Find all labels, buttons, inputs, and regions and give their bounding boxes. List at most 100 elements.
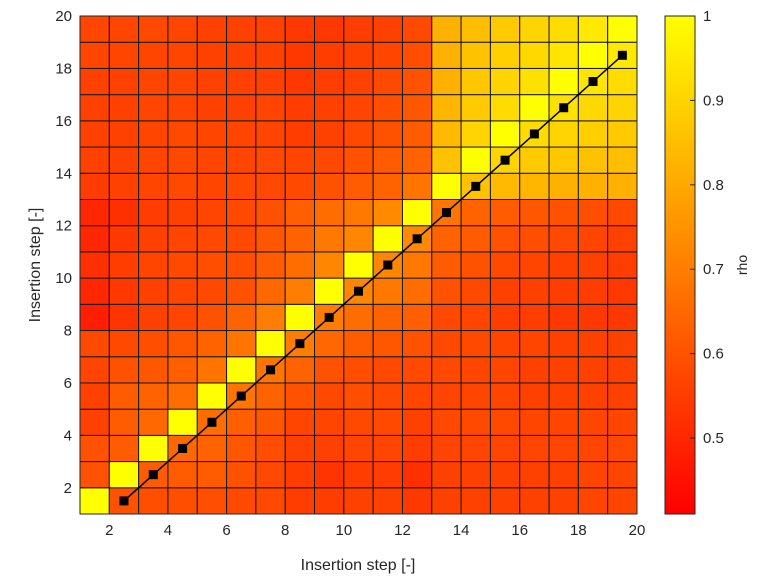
heatmap-cell bbox=[108, 277, 140, 305]
colorbar-tick-label: 0.5 bbox=[703, 430, 724, 447]
heatmap-cell bbox=[519, 67, 550, 96]
heatmap-cell bbox=[519, 382, 550, 410]
heatmap-cell bbox=[489, 382, 521, 410]
colorbar-tick-label: 0.6 bbox=[703, 346, 724, 363]
heatmap-cell bbox=[138, 303, 169, 332]
heatmap-cell bbox=[401, 330, 433, 358]
heatmap-cell bbox=[548, 172, 579, 200]
heatmap-cell bbox=[138, 434, 169, 463]
x-tick-label: 16 bbox=[511, 522, 528, 539]
heatmap-cell bbox=[226, 94, 257, 122]
heatmap-cell bbox=[372, 434, 403, 463]
heatmap-cell bbox=[255, 67, 286, 96]
heatmap-cell bbox=[284, 198, 316, 227]
heatmap-cell bbox=[431, 41, 462, 69]
heatmap-cell bbox=[196, 461, 228, 489]
heatmap-cell bbox=[460, 251, 491, 279]
colorbar-tick-label: 0.7 bbox=[703, 261, 724, 278]
heatmap-cell bbox=[431, 356, 462, 384]
heatmap-cell bbox=[489, 172, 521, 200]
heatmap-cell bbox=[284, 120, 316, 148]
heatmap-cell bbox=[401, 120, 433, 148]
heatmap-cell bbox=[372, 225, 403, 253]
heatmap-cell bbox=[607, 408, 638, 436]
heatmap-cell bbox=[138, 120, 169, 148]
heatmap-cell bbox=[372, 94, 403, 122]
heatmap-cell bbox=[489, 225, 521, 253]
heatmap-cell bbox=[108, 251, 140, 279]
heatmap-cell bbox=[607, 120, 638, 148]
heatmap-cell bbox=[519, 15, 550, 43]
heatmap-cell bbox=[401, 172, 433, 200]
heatmap-cell bbox=[314, 461, 345, 489]
heatmap-cell bbox=[79, 198, 110, 227]
heatmap-cell bbox=[548, 277, 579, 305]
heatmap-cell bbox=[401, 146, 433, 174]
heatmap-cell bbox=[284, 41, 316, 69]
heatmap-cell bbox=[607, 330, 638, 358]
heatmap-cell bbox=[196, 251, 228, 279]
heatmap-cell bbox=[108, 198, 140, 227]
heatmap-cell bbox=[607, 225, 638, 253]
heatmap-cell bbox=[108, 67, 140, 96]
heatmap-cell bbox=[108, 94, 140, 122]
heatmap-cell bbox=[196, 146, 228, 174]
x-axis-ticks: 2 4 6 8 10 12 14 16 18 20 bbox=[105, 509, 645, 539]
heatmap-cell bbox=[548, 41, 579, 69]
series-marker bbox=[412, 234, 422, 244]
heatmap-cell bbox=[255, 251, 286, 279]
heatmap-cell bbox=[607, 356, 638, 384]
heatmap-cell bbox=[314, 487, 345, 515]
heatmap-cell bbox=[519, 172, 550, 200]
heatmap-cell bbox=[226, 146, 257, 174]
heatmap-cell bbox=[284, 15, 316, 43]
heatmap-cell bbox=[431, 15, 462, 43]
heatmap-cell bbox=[167, 277, 198, 305]
heatmap-cell bbox=[167, 41, 198, 69]
series-marker bbox=[324, 312, 334, 322]
heatmap-cell bbox=[108, 434, 140, 463]
heatmap-cell bbox=[226, 277, 257, 305]
heatmap-cell bbox=[372, 408, 403, 436]
heatmap-cell bbox=[489, 303, 521, 332]
heatmap-cell bbox=[196, 198, 228, 227]
heatmap-cell bbox=[79, 15, 110, 43]
heatmap-cell bbox=[314, 67, 345, 96]
heatmap-cell bbox=[431, 330, 462, 358]
heatmap-cell bbox=[401, 356, 433, 384]
heatmap-cell bbox=[431, 303, 462, 332]
heatmap-cell bbox=[577, 225, 609, 253]
heatmap-cell bbox=[460, 434, 491, 463]
heatmap-cell bbox=[431, 277, 462, 305]
heatmap-cell bbox=[460, 487, 491, 515]
heatmap-cell bbox=[401, 277, 433, 305]
heatmap-cell bbox=[489, 67, 521, 96]
heatmap-cell bbox=[607, 303, 638, 332]
heatmap-cell bbox=[314, 15, 345, 43]
y-tick-label: 2 bbox=[64, 480, 72, 497]
heatmap-cell bbox=[196, 356, 228, 384]
heatmap-cell bbox=[167, 487, 198, 515]
heatmap-cell bbox=[489, 94, 521, 122]
heatmap-cell bbox=[79, 461, 110, 489]
heatmap-cell bbox=[372, 277, 403, 305]
heatmap-cell bbox=[460, 408, 491, 436]
heatmap-cell bbox=[548, 146, 579, 174]
x-tick-label: 4 bbox=[164, 522, 172, 539]
heatmap-cell bbox=[372, 356, 403, 384]
heatmap-cell bbox=[343, 94, 374, 122]
y-axis-label: Insertion step [-] bbox=[27, 208, 44, 323]
heatmap-cell bbox=[401, 67, 433, 96]
heatmap-cell bbox=[401, 198, 433, 227]
heatmap-cell bbox=[196, 487, 228, 515]
heatmap-cell bbox=[343, 41, 374, 69]
heatmap-cell bbox=[108, 330, 140, 358]
heatmap-cell bbox=[401, 382, 433, 410]
heatmap-cell bbox=[519, 330, 550, 358]
heatmap-cell bbox=[343, 15, 374, 43]
heatmap-cell bbox=[577, 382, 609, 410]
heatmap-cell bbox=[548, 120, 579, 148]
heatmap-cell bbox=[431, 225, 462, 253]
heatmap-cell bbox=[167, 94, 198, 122]
